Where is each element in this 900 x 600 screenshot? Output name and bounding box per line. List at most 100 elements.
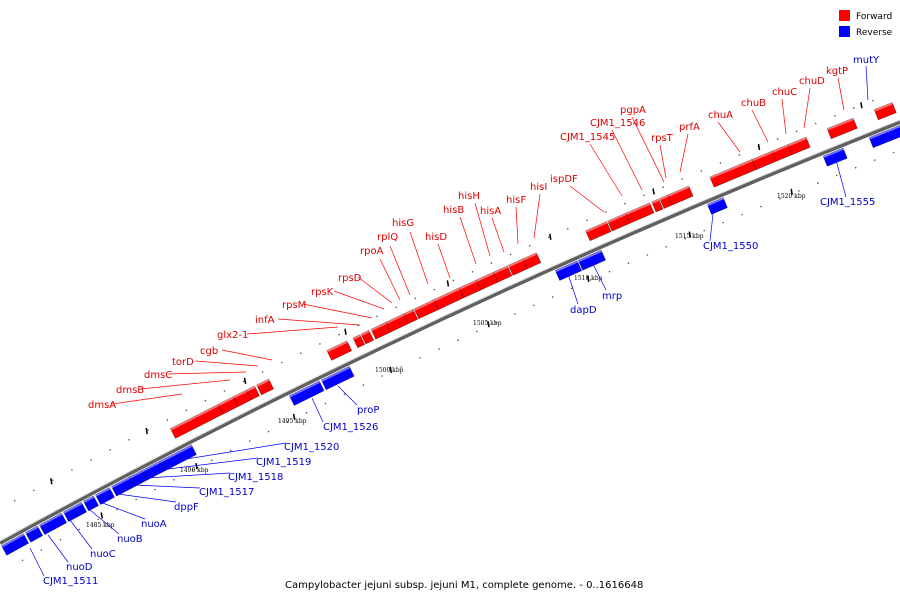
gene-block-highlight (352, 334, 361, 340)
gene-label[interactable]: rplQ (377, 232, 398, 243)
leader-line (631, 116, 665, 183)
tick-major (586, 275, 590, 283)
gene-label[interactable]: CJM1_1546 (590, 118, 645, 129)
tick-dot (147, 429, 149, 431)
gene-label[interactable]: glx2-1 (217, 330, 248, 341)
leader-line (409, 231, 429, 285)
gene-label[interactable]: rpsD (338, 273, 362, 284)
tick-dot (21, 559, 24, 562)
gene-label[interactable]: CJM1_1550 (703, 241, 758, 252)
gene-label[interactable]: prfA (679, 122, 700, 133)
gene-label[interactable]: CJM1_1517 (199, 487, 254, 498)
gene-block-highlight (788, 137, 807, 147)
gene-block (83, 495, 99, 512)
tick-major (652, 188, 655, 195)
tick-dot (684, 237, 686, 240)
gene-label[interactable]: mutY (853, 55, 880, 66)
leader-line (29, 547, 45, 577)
gene-label[interactable]: chuA (708, 110, 733, 121)
tick-dot (892, 151, 895, 154)
gene-block (321, 366, 355, 391)
gene-label[interactable]: chuB (741, 98, 766, 109)
gene-label[interactable]: cgb (200, 346, 218, 357)
gene-label[interactable]: kgtP (826, 66, 848, 77)
gene-label[interactable]: CJM1_1519 (256, 457, 311, 468)
gene-label[interactable]: hisG (392, 218, 414, 229)
gene-block-highlight (751, 151, 773, 162)
tick-dot (471, 271, 474, 273)
gene-label[interactable]: rpoA (360, 246, 384, 257)
gene-block (578, 249, 606, 271)
gene-block (585, 221, 612, 241)
gene-block (667, 185, 694, 206)
gene-label[interactable]: CJM1_1526 (323, 422, 378, 433)
tick-major (389, 366, 393, 374)
gene-label[interactable]: rpsT (651, 133, 674, 144)
leader-line (302, 303, 373, 319)
gene-label[interactable]: CJM1_1545 (560, 132, 615, 143)
gene-block (523, 252, 542, 269)
tick-dot (605, 211, 607, 213)
gene-label[interactable]: CJM1_1511 (43, 576, 98, 587)
leader-line (751, 109, 769, 143)
tick-major (243, 377, 247, 385)
gene-label[interactable]: nuoA (141, 519, 167, 530)
gene-label[interactable]: nuoB (117, 534, 143, 545)
leader-line (491, 217, 505, 253)
gene-label[interactable]: dppF (174, 502, 199, 513)
gene-block-highlight (476, 272, 495, 282)
tick-dot (286, 421, 289, 423)
gene-label[interactable]: dapD (570, 305, 597, 316)
tick-major (100, 512, 104, 519)
gene-label[interactable]: dmsC (144, 370, 172, 381)
gene-label[interactable]: hisB (443, 205, 464, 216)
tick-dot (71, 469, 73, 471)
tick-dot (738, 154, 741, 156)
gene-label[interactable]: dmsB (116, 385, 144, 396)
gene-block-highlight (667, 186, 690, 197)
tick-dot (90, 459, 92, 461)
gene-block-highlight (823, 148, 844, 158)
gene-label[interactable]: dmsA (88, 400, 116, 411)
gene-label[interactable]: chuD (799, 76, 825, 87)
leader-line (159, 457, 259, 471)
tick-dot (719, 162, 722, 164)
gene-label[interactable]: CJM1_1520 (284, 442, 339, 453)
gene-label[interactable]: nuoD (66, 562, 93, 573)
gene-label[interactable]: torD (172, 357, 194, 368)
gene-label[interactable]: hisI (530, 182, 547, 193)
reverse-swatch (839, 26, 850, 37)
leader-line (111, 393, 183, 405)
gene-block-highlight (25, 526, 39, 535)
leader-line (133, 484, 201, 489)
gene-block-highlight (321, 366, 351, 382)
leader-line (717, 121, 741, 153)
gene-label[interactable]: nuoC (90, 549, 116, 560)
gene-label[interactable]: mrp (602, 291, 622, 302)
gene-label[interactable]: chuC (772, 87, 797, 98)
gene-label[interactable]: CJM1_1518 (228, 472, 283, 483)
tick-dot (570, 287, 573, 290)
leader-line (389, 245, 411, 296)
gene-label[interactable]: ispDF (550, 174, 578, 185)
tick-dot (795, 130, 798, 133)
gene-label[interactable]: CJM1_1555 (820, 197, 875, 208)
gene-label[interactable]: rpsM (282, 300, 306, 311)
gene-label[interactable]: hisD (425, 232, 447, 243)
tick-dot (300, 352, 302, 355)
tick-major (50, 478, 53, 485)
leader-line (69, 519, 93, 550)
gene-label[interactable]: rpsK (311, 287, 334, 298)
gene-label[interactable]: proP (357, 405, 379, 416)
gene-label[interactable]: infA (255, 315, 275, 326)
tick-dot (681, 178, 683, 180)
gene-block-highlight (371, 322, 387, 332)
tick-dot (59, 538, 62, 541)
gene-block-highlight (111, 476, 131, 489)
gene-label[interactable]: pgpA (620, 105, 646, 116)
gene-label[interactable]: hisF (506, 195, 526, 206)
gene-label[interactable]: hisA (480, 206, 501, 217)
gene-block-highlight (218, 396, 235, 406)
tick-dot (703, 229, 705, 232)
gene-label[interactable]: hisH (458, 191, 480, 202)
